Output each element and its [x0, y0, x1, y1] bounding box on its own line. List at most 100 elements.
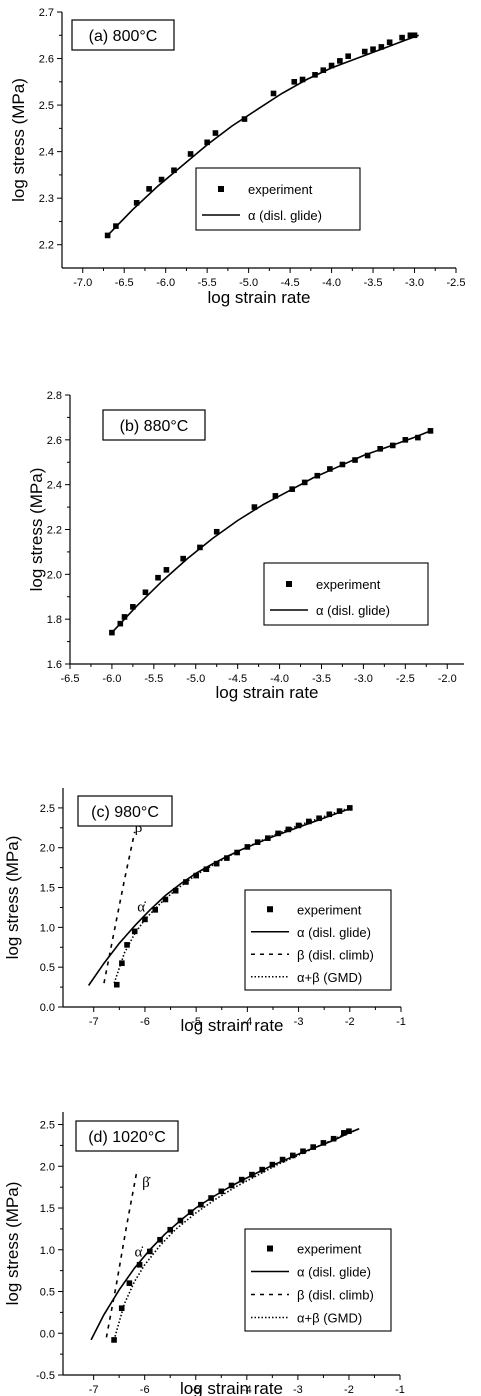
panel-label: (d) 1020°C — [88, 1129, 166, 1146]
legend-marker — [218, 186, 224, 192]
data-point — [133, 200, 140, 206]
x-tick-label: -7 — [89, 1384, 99, 1396]
data-point — [241, 116, 248, 122]
x-tick-label: -3 — [293, 1384, 303, 1396]
annotation-label: α̇ — [134, 1244, 143, 1260]
x-tick-label: -3.5 — [312, 673, 331, 685]
x-tick-label: -4.5 — [281, 277, 300, 289]
data-point — [131, 928, 138, 935]
x-tick-label: -5.0 — [186, 673, 205, 685]
data-point — [146, 186, 152, 192]
x-tick-label: -4.0 — [270, 673, 289, 685]
data-point — [289, 1152, 296, 1159]
legend: experiment α (disl. glide) — [195, 167, 361, 231]
x-tick-label: -3.5 — [364, 277, 383, 289]
y-tick-label: 2.2 — [39, 240, 54, 252]
legend: experiment α (disl. glide) β (disl. climb)… — [244, 889, 392, 991]
chart-panel-c: -7 -6 -5 -4 -3 -2 -1 0.0 0.5 1.0 1.5 2.0 2.5 log stra… — [3, 788, 406, 1035]
legend-label: experiment — [316, 577, 381, 592]
x-tick-label: -5.0 — [239, 277, 258, 289]
x-tick-label: -4.0 — [322, 277, 341, 289]
data-point — [162, 896, 169, 903]
legend-label: experiment — [248, 182, 313, 197]
data-point — [407, 32, 414, 39]
data-point — [142, 589, 149, 596]
y-tick-label: 2.6 — [39, 54, 54, 66]
legend-marker — [267, 906, 273, 913]
y-tick-label: 1.8 — [47, 614, 62, 626]
data-point — [158, 176, 165, 183]
y-tick-label: 0.0 — [40, 1002, 55, 1014]
data-point — [212, 130, 219, 136]
data-point — [180, 555, 186, 562]
data-point — [411, 32, 418, 39]
data-point — [130, 604, 136, 610]
y-tick-label: 1.6 — [47, 659, 62, 671]
data-point — [113, 981, 120, 988]
data-point — [299, 76, 306, 83]
panel-label: (b) 880°C — [120, 418, 189, 435]
legend-label: α+β (GMD) — [297, 970, 362, 985]
x-tick-label: -2.5 — [447, 277, 466, 289]
x-tick-label: -5 — [191, 1016, 201, 1028]
y-axis-title: log stress (MPa) — [9, 78, 28, 202]
chart-panel-a: -7.0 -6.5 -6.0 -5.5 -5.0 -4.5 -4.0 -3.5 -3.0 -2.5… — [9, 7, 465, 307]
y-tick-label: 2.5 — [40, 1120, 55, 1132]
data-point — [119, 960, 125, 966]
x-tick-label: -6 — [140, 1016, 150, 1028]
x-tick-label: -5.5 — [144, 673, 163, 685]
x-axis-title: log strain rate — [181, 1016, 284, 1035]
legend-label: experiment — [297, 1242, 362, 1257]
data-point — [300, 1148, 306, 1155]
data-point — [328, 62, 335, 69]
x-tick-label: -5 — [191, 1384, 201, 1396]
legend-label: β (disl. climb) — [297, 1288, 374, 1303]
y-tick-label: 1.5 — [40, 1203, 55, 1215]
data-point — [346, 805, 353, 811]
data-point — [193, 872, 199, 879]
series-3 — [113, 807, 351, 984]
data-point — [291, 79, 298, 85]
y-tick-label: 2.2 — [47, 525, 62, 537]
legend-label: α (disl. glide) — [297, 925, 371, 940]
panel-label: (a) 800°C — [89, 28, 158, 45]
annotation-label: β̇ — [135, 820, 144, 836]
data-point — [327, 466, 333, 472]
x-tick-label: -4 — [242, 1016, 252, 1028]
data-point — [378, 44, 385, 50]
y-tick-label: 2.0 — [40, 1161, 55, 1173]
data-point — [272, 493, 279, 499]
x-tick-label: -2.5 — [396, 673, 415, 685]
legend-label: α (disl. glide) — [248, 208, 322, 223]
x-axis-title: log strain rate — [180, 1379, 283, 1396]
x-tick-label: -1 — [395, 1384, 405, 1396]
x-axis-title: log strain rate — [216, 683, 319, 702]
data-point — [109, 629, 115, 636]
y-tick-label: 0.0 — [40, 1328, 55, 1340]
data-point — [336, 808, 343, 814]
series-2 — [105, 1170, 138, 1338]
x-axis-title: log strain rate — [208, 288, 311, 307]
x-tick-label: -2 — [344, 1384, 354, 1396]
series-line — [113, 807, 351, 984]
data-point — [163, 567, 170, 573]
data-point — [415, 434, 421, 441]
data-point — [213, 860, 220, 867]
legend-label: α (disl. glide) — [316, 603, 390, 618]
y-tick-label: 1.5 — [40, 883, 55, 895]
series-1 — [111, 430, 431, 634]
legend-box — [195, 167, 361, 231]
data-point — [316, 815, 322, 822]
data-point — [279, 1156, 286, 1163]
data-point — [224, 855, 230, 861]
y-axis-title: log stress (MPa) — [27, 468, 46, 592]
series-0 — [104, 32, 418, 239]
series-3 — [113, 1127, 360, 1341]
x-tick-label: -6.5 — [115, 277, 134, 289]
series-line — [111, 430, 431, 634]
y-tick-label: 2.3 — [39, 193, 54, 205]
x-tick-label: -3 — [294, 1016, 304, 1028]
series-line — [105, 1170, 138, 1338]
data-point — [213, 528, 220, 535]
y-tick-label: 1.0 — [40, 922, 55, 934]
